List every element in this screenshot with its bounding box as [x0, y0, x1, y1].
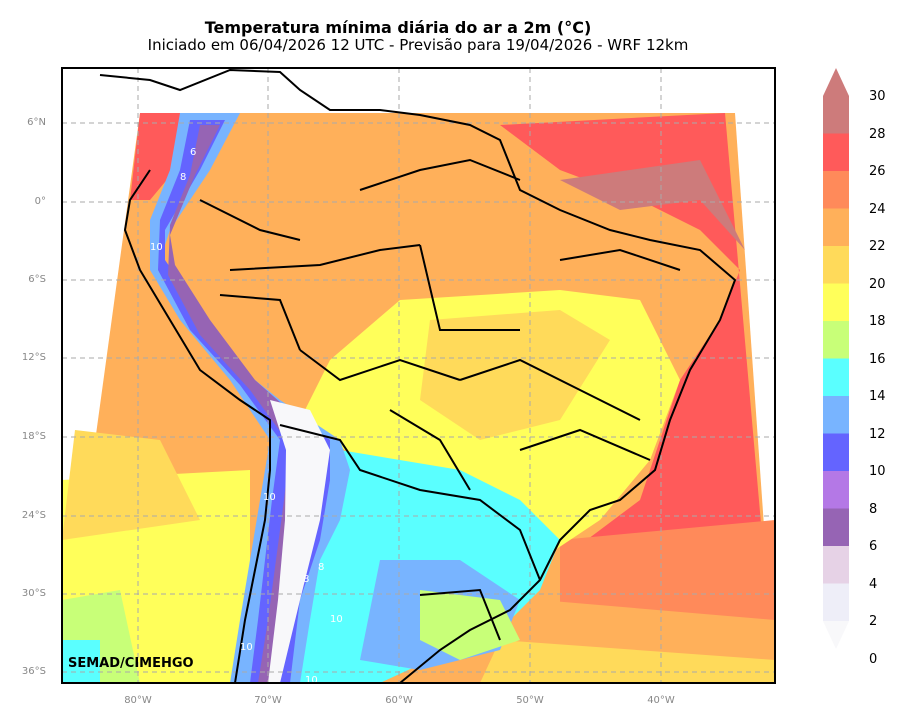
lat-tick-label: 36°S [21, 666, 46, 677]
colorbar-segment [823, 96, 849, 134]
lon-tick-label: 40°W [647, 695, 675, 706]
contour-label: 8 [318, 562, 324, 573]
colorbar-label: 24 [869, 201, 886, 217]
colorbar-label: 8 [869, 501, 878, 517]
coastline [99, 68, 737, 683]
colorbar-segment [823, 508, 849, 546]
colorbar-segment [823, 396, 849, 434]
lon-tick-label: 60°W [385, 695, 413, 706]
lon-tick-label: 80°W [124, 695, 152, 706]
colorbar-segment [823, 433, 849, 471]
map-subtitle: Iniciado em 06/04/2026 12 UTC - Previsão… [147, 36, 689, 54]
lon-tick-label: 70°W [254, 695, 282, 706]
colorbar-segment [823, 546, 849, 584]
colorbar-label: 20 [869, 276, 886, 292]
contour-label: 10 [263, 492, 276, 503]
colorbar-segment [823, 358, 849, 396]
colorbar-label: 4 [869, 576, 878, 592]
lat-tick-label: 6°N [27, 117, 46, 128]
colorbar-segment [823, 321, 849, 359]
colorbar-label: 10 [869, 464, 886, 479]
colorbar-label: 16 [869, 351, 886, 367]
colorbar-segment [823, 133, 849, 171]
contour-label: 10 [305, 675, 318, 686]
lat-tick-label: 30°S [21, 588, 46, 599]
contour-label: 8 [303, 574, 309, 585]
lat-tick-label: 6°S [28, 274, 46, 285]
colorbar-label: 28 [869, 126, 886, 142]
contour-label: 10 [330, 614, 343, 625]
colorbar-extend-bottom [823, 621, 849, 649]
credit-label: SEMAD/CIMEHGO [68, 656, 194, 671]
lat-tick-label: 18°S [21, 431, 46, 442]
lat-tick-label: 12°S [21, 352, 46, 363]
colorbar-label: 14 [869, 389, 886, 404]
colorbar-label: 22 [869, 239, 886, 254]
colorbar-label: 2 [869, 614, 878, 629]
colorbar-segment [823, 283, 849, 321]
colorbar-segment [823, 171, 849, 209]
colorbar-segment [823, 471, 849, 509]
colorbar-label: 18 [869, 314, 886, 329]
lat-tick-label: 24°S [21, 510, 46, 521]
lon-tick-label: 50°W [516, 695, 544, 706]
colorbar-segment [823, 583, 849, 621]
colorbar-label: 26 [869, 164, 886, 179]
lat-tick-label: 0° [34, 196, 46, 207]
contour-label: 10 [240, 642, 253, 653]
colorbar-label: 12 [869, 426, 886, 442]
contour-label: 6 [190, 147, 196, 158]
contour-label: 10 [150, 242, 163, 253]
contour-label: 8 [180, 172, 186, 183]
colorbar-label: 6 [869, 539, 878, 554]
colorbar-extend-top [823, 68, 849, 96]
colorbar-label: 30 [869, 89, 886, 104]
colorbar-label: 0 [869, 651, 878, 667]
map-frame [61, 67, 776, 684]
colorbar-segment [823, 246, 849, 284]
colorbar-segment [823, 208, 849, 246]
map-title: Temperatura mínima diária do ar a 2m (°C… [204, 18, 592, 37]
